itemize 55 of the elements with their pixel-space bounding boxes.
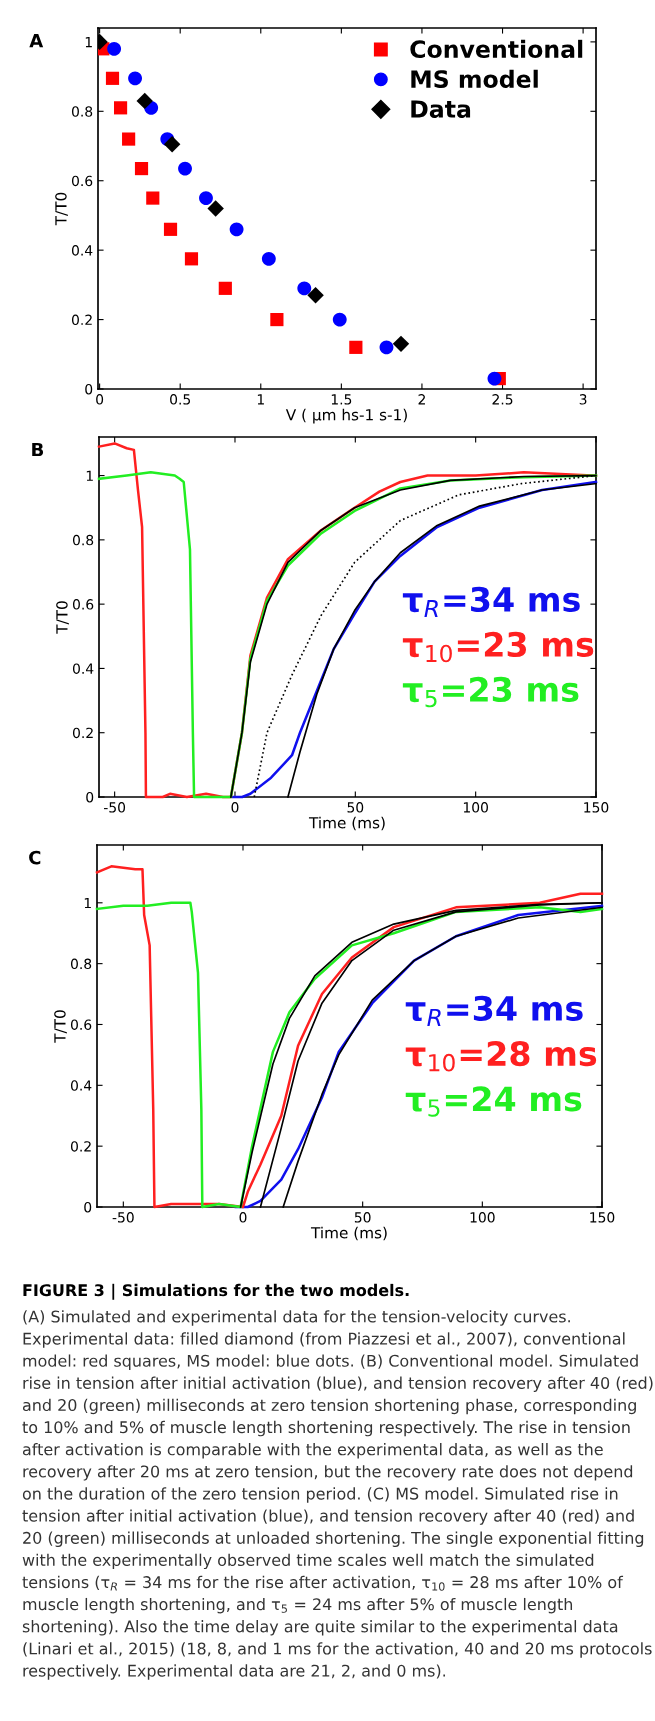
annotation: τ$_{10}$=23 ms (402, 631, 594, 663)
y-tick-label: 0.8 (72, 534, 94, 546)
x-tick-label: 0 (239, 1212, 247, 1223)
y-tick-label: 1 (85, 37, 92, 48)
y-tick-label: 0 (85, 383, 93, 395)
x-axis-title: V ( μm hs-1 s-1) (285, 408, 407, 424)
x-tick-label: 2.5 (492, 394, 513, 405)
annotation: τ$_{10}$=28 ms (405, 1040, 597, 1072)
x-tick-label: 0 (231, 802, 239, 813)
x-tick-label: 50 (347, 802, 364, 813)
y-axis-title: T/T0 (55, 192, 68, 226)
x-tick-label: -50 (103, 802, 126, 813)
y-tick-label: 1 (84, 897, 91, 909)
annotation: τ$_{R}$=34 ms (405, 995, 583, 1026)
y-axis-title: T/T0 (56, 601, 69, 634)
y-tick-label: 1 (86, 470, 93, 481)
chart-title: A (29, 33, 44, 48)
chart-title: C (29, 850, 41, 865)
x-tick-label: -50 (112, 1212, 134, 1223)
x-tick-label: 0.5 (170, 394, 191, 405)
x-axis-title: Time (ms) (310, 1226, 387, 1241)
y-tick-label: 0.4 (72, 663, 94, 674)
x-tick-label: 50 (354, 1212, 371, 1223)
y-tick-label: 0.2 (71, 314, 92, 326)
chart-title: B (32, 442, 44, 457)
y-tick-label: 0.4 (71, 245, 93, 256)
annotation: τ$_{5}$=23 ms (402, 676, 579, 708)
y-tick-label: 0.8 (71, 106, 93, 117)
x-tick-label: 1.5 (331, 394, 352, 405)
y-tick-label: 0.4 (70, 1080, 92, 1091)
y-tick-label: 0 (86, 791, 94, 803)
y-tick-label: 0 (84, 1201, 92, 1213)
x-tick-label: 150 (590, 1212, 615, 1223)
legend-label: Data (411, 100, 471, 118)
x-tick-label: 0 (96, 394, 104, 405)
x-tick-label: 2 (418, 394, 425, 405)
text: (A) Simulated and experimental data for the tension-velocity curves. Experimental data: filled diamond (from Piazzesi et al., 2007), conventional model: red squares, MS model: blue dots. (B) Conventional model. Simulated rise in tension after initial activation (blue), and tension recovery after 40 (red) and 20 (green) milliseconds at zero tension shortening phase, corresponding to 10% and 5% of muscle length shortening respectively. The rise in tension after activation is comparable with the experimental data, as well as the recovery after 20 ms at zero tension, but the recovery rate does not depend on the duration of the zero tension period. (C) MS model. Simulated rise in tension after initial activation (blue), and tension recovery after 40 (red) and 20 (green) milliseconds at unloaded shortening. The single exponential fitting with the experimentally observed time scales well match the simulated tensions (τ$_{R}$ = 34 ms for the rise after activation, τ$_{10}$ = 28 ms after 10% of muscle length shortening, and τ$_{5}$ = 24 ms after 5% of muscle length shortening). Also the time delay are quite similar to the experimental data (Linari et al., 2015) (18, 8, and 1 ms for the activation, 40 and 20 ms protocols respectively. Experimental data are 21, 2, and 0 ms). (22, 1310, 653, 1680)
x-axis-title: Time (ms) (308, 816, 385, 831)
x-tick-label: 3 (579, 394, 587, 405)
x-tick-label: 100 (463, 802, 488, 813)
annotation: τ$_{5}$=24 ms (405, 1086, 582, 1117)
legend-label: MS model (411, 69, 538, 89)
legend-label: Conventional (410, 39, 583, 59)
x-tick-label: 100 (470, 1212, 495, 1223)
y-tick-label: 0.8 (70, 958, 92, 970)
x-tick-label: 150 (584, 802, 609, 813)
y-tick-label: 0.6 (72, 599, 94, 610)
annotation: τ$_{R}$=34 ms (402, 586, 580, 618)
y-tick-label: 0.2 (70, 1141, 91, 1152)
y-tick-label: 0.6 (70, 1019, 92, 1030)
text: FIGURE 3 | Simulations for the two models. (23, 1283, 409, 1300)
y-tick-label: 0.2 (72, 727, 93, 739)
x-tick-label: 1 (257, 394, 264, 405)
y-axis-title: T/T0 (54, 1010, 67, 1043)
y-tick-label: 0.6 (71, 175, 93, 187)
